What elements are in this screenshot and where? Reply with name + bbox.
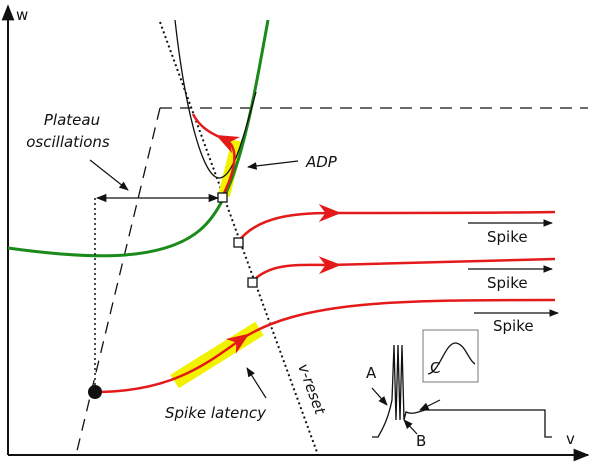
adp-label: ADP bbox=[305, 153, 338, 171]
pointer bbox=[403, 419, 418, 435]
voltage-trace bbox=[372, 344, 552, 438]
reset-point bbox=[217, 192, 228, 203]
pointer bbox=[89, 159, 129, 191]
inset-label: A bbox=[366, 364, 377, 382]
pointer bbox=[419, 399, 441, 411]
reset-point bbox=[233, 237, 244, 248]
pointer bbox=[371, 387, 388, 406]
plateau-label: oscillations bbox=[26, 133, 110, 151]
pointer bbox=[246, 367, 267, 399]
spike-label: Spike bbox=[493, 317, 534, 335]
latency-label: Spike latency bbox=[165, 404, 267, 422]
plateau-label: Plateau bbox=[44, 111, 100, 129]
inset-label: B bbox=[416, 432, 426, 450]
dashed-diagonal bbox=[75, 107, 161, 456]
pointer bbox=[247, 160, 299, 170]
x-label: v bbox=[566, 430, 575, 448]
trajectory bbox=[94, 298, 556, 394]
inset-label: C bbox=[430, 359, 440, 377]
trajectory bbox=[236, 204, 556, 243]
inset-trace bbox=[427, 342, 476, 375]
y-label: w bbox=[16, 6, 28, 24]
spike-label: Spike bbox=[487, 228, 528, 246]
start-point bbox=[88, 385, 102, 399]
inset-box bbox=[422, 329, 479, 383]
trajectory-black bbox=[174, 19, 257, 179]
trajectory bbox=[251, 256, 556, 283]
reset-point bbox=[247, 277, 258, 288]
adp-trajectory bbox=[191, 113, 241, 198]
spike-label: Spike bbox=[487, 274, 528, 292]
v-reset-label: v-reset bbox=[294, 361, 329, 418]
